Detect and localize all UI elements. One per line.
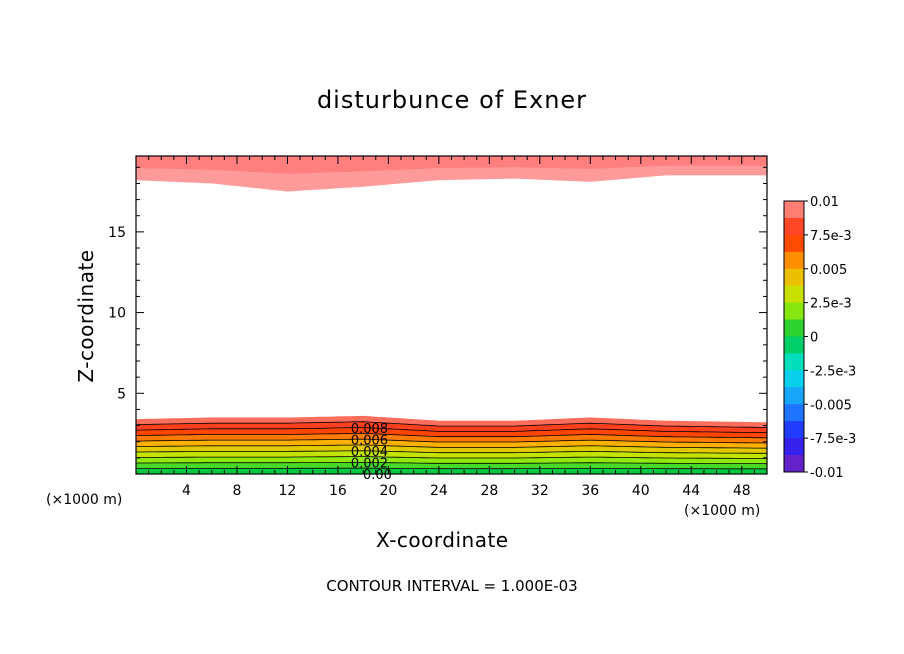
- colorbar-segment: [784, 234, 804, 253]
- x-tick-label: 40: [632, 483, 650, 499]
- y-tick-label: 5: [117, 386, 126, 402]
- contour-interval-note: CONTOUR INTERVAL = 1.000E-03: [326, 577, 578, 595]
- x-tick-label: 12: [279, 483, 297, 499]
- colorbar-label: -0.01: [810, 466, 844, 481]
- x-tick-label: 8: [232, 483, 241, 499]
- x-tick-label: 32: [531, 483, 549, 499]
- x-tick-label: 36: [581, 483, 599, 499]
- colorbar-label: 7.5e-3: [810, 229, 852, 244]
- colorbar-segment: [784, 387, 804, 405]
- colorbar-segment: [784, 438, 804, 456]
- bottom-contour-line: [135, 432, 767, 439]
- colorbar-segment: [784, 353, 804, 371]
- chart-title: disturbunce of Exner: [316, 86, 588, 114]
- x-unit-right: (×1000 m): [684, 503, 761, 519]
- bottom-contour-line: [135, 421, 768, 428]
- colorbar-segment: [784, 201, 804, 219]
- colorbar-segment: [784, 336, 804, 354]
- x-tick-label: 16: [329, 483, 347, 499]
- bottom-contour-line: [135, 427, 768, 434]
- colorbar-segment: [784, 302, 804, 321]
- x-axis-label: X-coordinate: [376, 528, 509, 552]
- x-tick-label: 4: [182, 483, 191, 499]
- x-tick-label: 20: [379, 483, 397, 499]
- bottom-contour-line: [136, 467, 767, 470]
- bottom-contour-line: [135, 438, 768, 444]
- x-tick-label: 28: [480, 483, 498, 499]
- contour-label: 0.004: [351, 445, 388, 460]
- colorbar-segment: [784, 319, 804, 337]
- x-tick-label: 24: [430, 483, 448, 499]
- y-tick-label: 10: [108, 306, 126, 322]
- contour-label: 0.002: [351, 456, 388, 471]
- colorbar-segment: [784, 455, 804, 473]
- colorbar-label: 0.005: [810, 263, 847, 278]
- x-tick-label: 48: [733, 483, 751, 499]
- bottom-contour-line: [136, 450, 767, 454]
- colorbar-label: -0.005: [810, 398, 852, 413]
- x-tick-label: 44: [682, 483, 700, 499]
- colorbar-segment: [784, 404, 804, 422]
- colorbar-label: 0.01: [810, 195, 839, 210]
- y-tick-label: 15: [108, 225, 126, 241]
- colorbar-segment: [784, 285, 804, 304]
- colorbar-label: -2.5e-3: [810, 364, 856, 379]
- bottom-contour-line: [135, 444, 768, 449]
- contour-label: 0.006: [351, 433, 388, 448]
- colorbar-segment: [784, 268, 804, 287]
- contour-label: 0.008: [351, 422, 388, 437]
- colorbar-label: -7.5e-3: [810, 432, 856, 447]
- colorbar-label: 0: [810, 331, 818, 346]
- x-unit-left: (×1000 m): [46, 492, 123, 508]
- top-band-inner: [136, 156, 767, 174]
- colorbar-segment: [784, 217, 804, 236]
- bottom-contour-line: [136, 456, 767, 459]
- colorbar-segment: [784, 421, 804, 439]
- y-axis-label: Z-coordinate: [74, 249, 98, 383]
- contour-label: 0.00: [363, 468, 392, 483]
- colorbar-segment: [784, 251, 804, 270]
- colorbar-segment: [784, 370, 804, 388]
- bottom-contour-line: [136, 462, 768, 465]
- colorbar-label: 2.5e-3: [810, 297, 852, 312]
